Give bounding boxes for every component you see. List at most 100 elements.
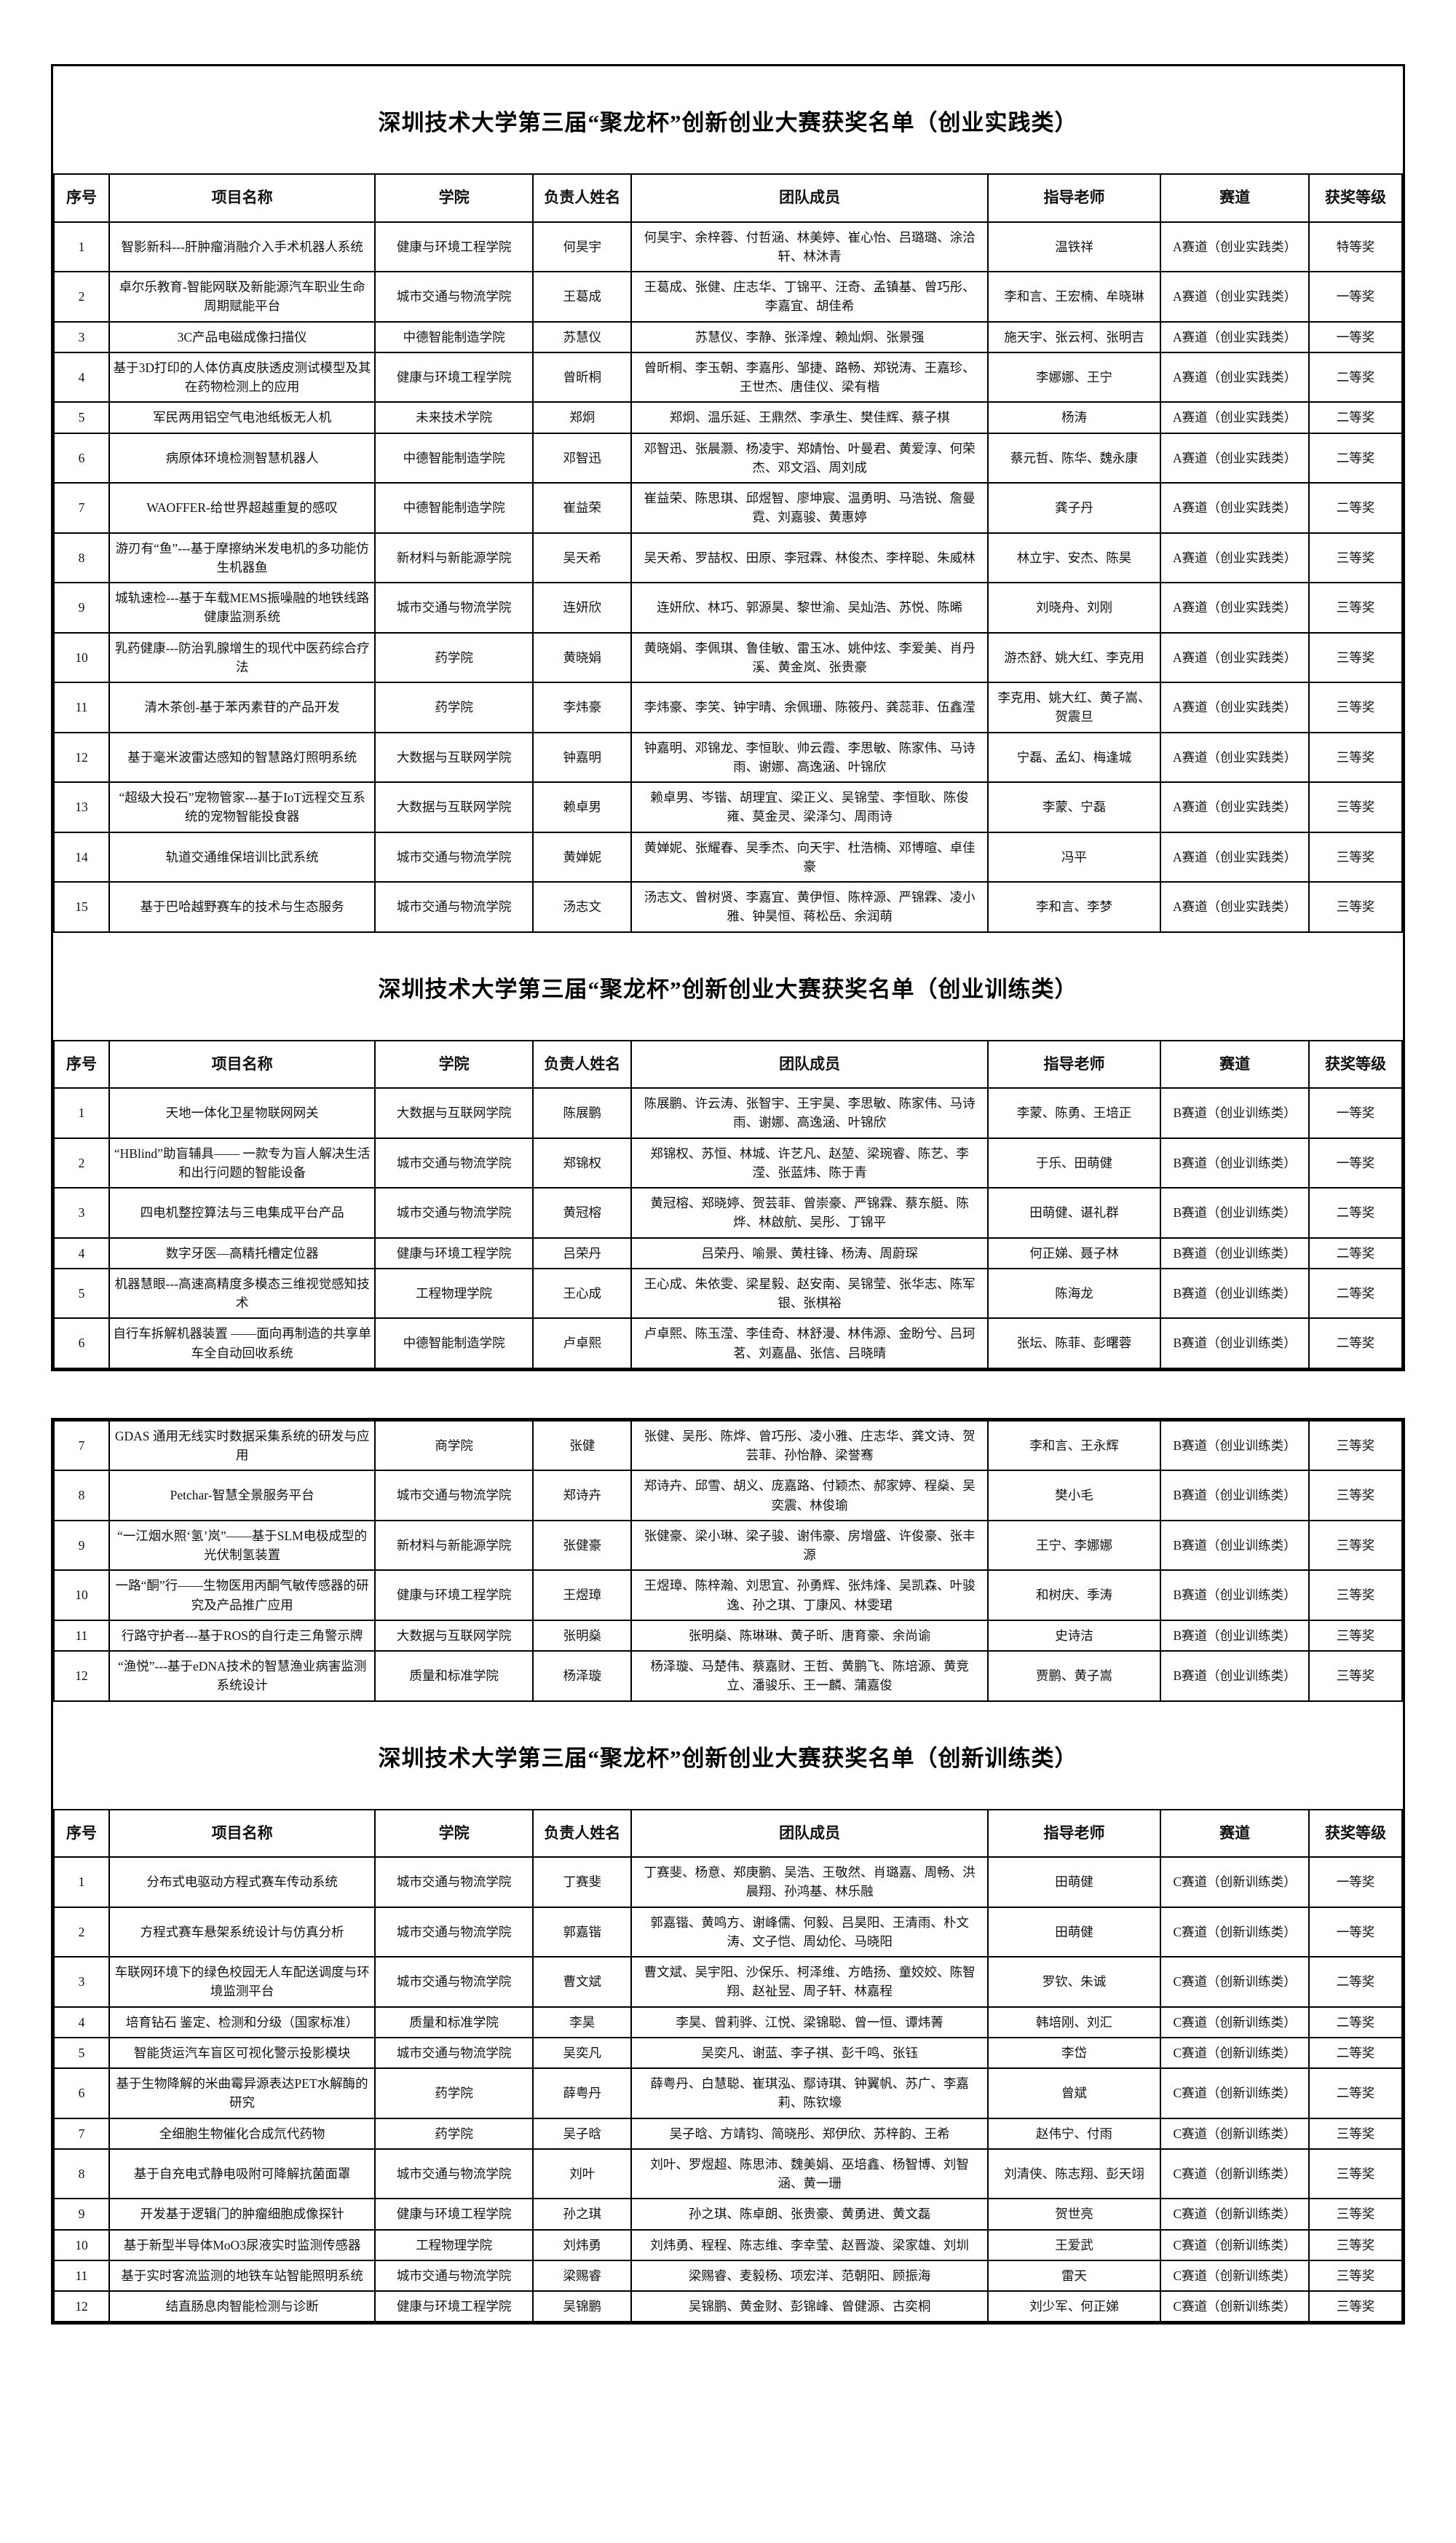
cell-project-name: GDAS 通用无线实时数据采集系统的研发与应用 [108, 1419, 376, 1472]
cell-seq: 5 [53, 401, 110, 434]
cell-team-members: 郑炯、温乐延、王鼎然、李承生、樊佳辉、蔡子棋 [630, 401, 989, 434]
cell-leader-name: 吕荣丹 [532, 1237, 633, 1269]
cell-college: 药学院 [374, 2067, 534, 2119]
cell-track: B赛道（创业训练类） [1160, 1317, 1310, 1369]
cell-leader-name: 薛粤丹 [532, 2067, 633, 2119]
column-header-seq: 序号 [53, 173, 110, 223]
cell-award-level: 三等奖 [1308, 1470, 1403, 1521]
cell-award-level: 三等奖 [1308, 631, 1403, 683]
table-row: 10 一路“酮”行——生物医用丙酮气敏传感器的研究及产品推广应用 健康与环境工程学院… [53, 1569, 1403, 1621]
column-header-leader-name: 负责人姓名 [532, 173, 633, 223]
cell-track: B赛道（创业训练类） [1160, 1650, 1310, 1702]
cell-award-level: 三等奖 [1308, 582, 1403, 634]
table-row: 10 基于新型半导体MoO3尿液实时监测传感器 工程物理学院 刘炜勇 刘炜勇、程程、陈志… [53, 2228, 1403, 2261]
cell-project-name: “渔悦”---基于eDNA技术的智慧渔业病害监测系统设计 [108, 1650, 376, 1702]
cell-seq: 12 [53, 731, 110, 783]
cell-team-members: 何昊宇、余梓蓉、付哲涵、林美婷、崔心怡、吕璐璐、涂洽轩、林沐青 [630, 221, 989, 272]
cell-track: C赛道（创新训练类） [1160, 2117, 1310, 2150]
column-header-seq: 序号 [53, 1039, 110, 1089]
cell-track: C赛道（创新训练类） [1160, 1906, 1310, 1957]
cell-seq: 4 [53, 1237, 110, 1269]
cell-advisors: 雷天 [986, 2259, 1162, 2292]
cell-track: A赛道（创业实践类） [1160, 351, 1310, 403]
cell-leader-name: 汤志文 [532, 881, 633, 933]
cell-team-members: 吴奕凡、谢蓝、李子祺、彭千鸣、张钰 [630, 2036, 989, 2070]
cell-college: 健康与环境工程学院 [374, 351, 534, 403]
cell-team-members: 张明燊、陈琳琳、黄子昕、唐育豪、余尚谕 [630, 1619, 989, 1652]
cell-team-members: 王葛成、张健、庄志华、丁锦平、汪奇、孟镇基、曾巧彤、李嘉宜、胡佳希 [630, 271, 989, 323]
cell-award-level: 一等奖 [1308, 1137, 1403, 1188]
cell-project-name: 车联网环境下的绿色校园无人车配送调度与环境监测平台 [108, 1956, 376, 2008]
cell-team-members: 吕荣丹、喻景、黄柱锋、杨涛、周蔚琛 [630, 1237, 989, 1269]
cell-leader-name: 崔益荣 [532, 482, 633, 534]
cell-track: B赛道（创业训练类） [1160, 1267, 1310, 1320]
column-header-award-level: 获奖等级 [1308, 173, 1403, 223]
cell-advisors: 林立宇、安杰、陈昊 [986, 532, 1162, 583]
cell-award-level: 三等奖 [1308, 2117, 1403, 2150]
cell-project-name: 卓尔乐教育-智能网联及新能源汽车职业生命周期赋能平台 [108, 271, 376, 323]
cell-leader-name: 吴子晗 [532, 2117, 633, 2150]
cell-track: A赛道（创业实践类） [1160, 582, 1310, 634]
cell-team-members: 卢卓熙、陈玉滢、李佳奇、林舒漫、林伟源、金盼兮、吕珂茗、刘嘉晶、张信、吕晓晴 [630, 1317, 989, 1369]
cell-team-members: 王煜璋、陈梓瀚、刘思宜、孙勇辉、张炜烽、吴凯森、叶骏逸、孙之琪、丁康风、林雯珺 [630, 1569, 989, 1621]
cell-project-name: 智能货运汽车盲区可视化警示投影模块 [108, 2036, 376, 2070]
cell-seq: 15 [53, 881, 110, 933]
cell-advisors: 游杰舒、姚大红、李克用 [986, 631, 1162, 683]
table-title: 深圳技术大学第三届“聚龙杯”创新创业大赛获奖名单（创业实践类） [378, 110, 1078, 135]
cell-award-level: 三等奖 [1308, 2228, 1403, 2261]
cell-award-level: 三等奖 [1308, 1419, 1403, 1472]
table-row: 7 WAOFFER-给世界超越重复的感叹 中德智能制造学院 崔益荣 崔益荣、陈思琪、邱煜… [53, 482, 1403, 534]
page-2: 7 GDAS 通用无线实时数据采集系统的研发与应用 商学院 张健 张健、吴彤、陈烨、曾巧… [51, 1417, 1405, 2325]
cell-advisors: 樊小毛 [986, 1470, 1162, 1521]
cell-advisors: 李岱 [986, 2036, 1162, 2070]
cell-project-name: “一江烟水照‘氢’岚”——基于SLM电极成型的光伏制氢装置 [108, 1519, 376, 1572]
cell-college: 城市交通与物流学院 [374, 831, 534, 883]
cell-award-level: 特等奖 [1308, 221, 1403, 272]
cell-team-members: 梁赐睿、麦毅杨、项宏洋、范朝阳、顾振海 [630, 2259, 989, 2292]
cell-college: 中德智能制造学院 [374, 320, 534, 353]
cell-advisors: 李克用、姚大红、黄子嵩、贺震旦 [986, 682, 1162, 733]
cell-leader-name: 王心成 [532, 1267, 633, 1320]
cell-team-members: 黄晓娟、李佩琪、鲁佳敏、雷玉冰、姚仲炫、李爱美、肖丹溪、黄金岚、张贵豪 [630, 631, 989, 683]
cell-award-level: 三等奖 [1308, 2259, 1403, 2292]
cell-advisors: 李和言、王永辉 [986, 1419, 1162, 1472]
cell-advisors: 赵伟宁、付雨 [986, 2117, 1162, 2150]
cell-team-members: 薛粤丹、白慧聪、崔琪泓、鄢诗琪、钟翼帆、苏广、李嘉莉、陈钦壕 [630, 2067, 989, 2119]
cell-track: A赛道（创业实践类） [1160, 532, 1310, 583]
cell-leader-name: 梁赐睿 [532, 2259, 633, 2292]
column-header-project-name: 项目名称 [108, 1808, 376, 1858]
table-row: 1 分布式电驱动方程式赛车传动系统 城市交通与物流学院 丁赛斐 丁赛斐、杨意、郑庚鹏、吴… [53, 1856, 1403, 1908]
cell-college: 城市交通与物流学院 [374, 1137, 534, 1188]
table-row: 5 机器慧眼---高速高精度多模态三维视觉感知技术 工程物理学院 王心成 王心成、朱依雯… [53, 1267, 1403, 1320]
cell-advisors: 刘少军、何正娣 [986, 2290, 1162, 2323]
cell-award-level: 三等奖 [1308, 831, 1403, 883]
cell-leader-name: 吴锦鹏 [532, 2290, 633, 2323]
cell-college: 城市交通与物流学院 [374, 1187, 534, 1239]
cell-team-members: 郑诗卉、邱雪、胡义、庞嘉路、付颖杰、郝家婷、程燊、吴奕震、林俊瑜 [630, 1470, 989, 1521]
cell-award-level: 二等奖 [1308, 2036, 1403, 2070]
cell-team-members: 黄冠榕、郑晓婷、贺芸菲、曾崇豪、严锦霖、蔡东艇、陈烨、林啟航、吴彤、丁锦平 [630, 1187, 989, 1239]
cell-advisors: 田萌健 [986, 1856, 1162, 1908]
cell-college: 城市交通与物流学院 [374, 2036, 534, 2070]
table-row: 4 基于3D打印的人体仿真皮肤透皮测试模型及其在药物检测上的应用 健康与环境工程学院… [53, 351, 1403, 403]
table-row: 10 乳药健康---防治乳腺增生的现代中医药综合疗法 药学院 黄晓娟 黄晓娟、李佩琪、鲁… [53, 631, 1403, 683]
cell-leader-name: 王煜璋 [532, 1569, 633, 1621]
cell-track: A赛道（创业实践类） [1160, 320, 1310, 353]
cell-college: 大数据与互联网学院 [374, 1087, 534, 1139]
cell-advisors: 于乐、田萌健 [986, 1137, 1162, 1188]
table-row: 12 结直肠息肉智能检测与诊断 健康与环境工程学院 吴锦鹏 吴锦鹏、黄金财、彭锦峰、曾健… [53, 2290, 1403, 2323]
cell-track: A赛道（创业实践类） [1160, 731, 1310, 783]
cell-team-members: 王心成、朱依雯、梁星毅、赵安南、吴锦莹、张华志、陈军银、张棋裕 [630, 1267, 989, 1320]
cell-college: 新材料与新能源学院 [374, 532, 534, 583]
table-row: 12 基于毫米波雷达感知的智慧路灯照明系统 大数据与互联网学院 钟嘉明 钟嘉明、邓锦龙、… [53, 731, 1403, 783]
cell-advisors: 和树庆、季涛 [986, 1569, 1162, 1621]
cell-project-name: 乳药健康---防治乳腺增生的现代中医药综合疗法 [108, 631, 376, 683]
cell-team-members: 刘炜勇、程程、陈志维、李幸莹、赵晋漩、梁家雄、刘圳 [630, 2228, 989, 2261]
cell-track: B赛道（创业训练类） [1160, 1237, 1310, 1269]
cell-seq: 2 [53, 1906, 110, 1957]
column-header-track: 赛道 [1160, 173, 1310, 223]
table-title: 深圳技术大学第三届“聚龙杯”创新创业大赛获奖名单（创业训练类） [378, 976, 1078, 1002]
table-row: 6 自行车拆解机器装置 ——面向再制造的共享单车全自动回收系统 中德智能制造学院 卢卓… [53, 1317, 1403, 1369]
cell-leader-name: 杨泽璇 [532, 1650, 633, 1702]
cell-seq: 2 [53, 271, 110, 323]
